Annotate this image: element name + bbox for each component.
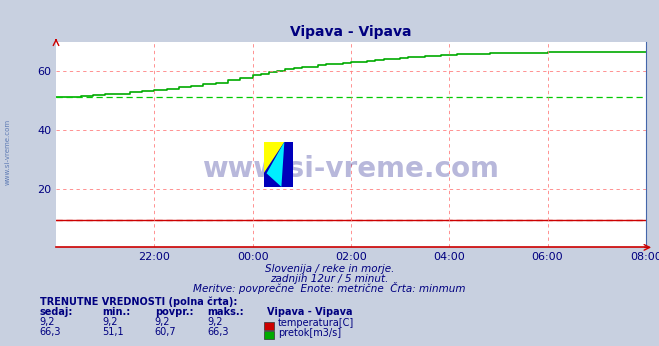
Text: 51,1: 51,1 [102, 327, 124, 337]
Text: temperatura[C]: temperatura[C] [278, 318, 355, 328]
Text: 9,2: 9,2 [155, 317, 171, 327]
Text: 66,3: 66,3 [208, 327, 229, 337]
Text: 9,2: 9,2 [102, 317, 118, 327]
Text: Vipava - Vipava: Vipava - Vipava [267, 307, 353, 317]
Text: 9,2: 9,2 [40, 317, 55, 327]
Text: 66,3: 66,3 [40, 327, 61, 337]
Text: 60,7: 60,7 [155, 327, 177, 337]
Text: min.:: min.: [102, 307, 130, 317]
Text: 9,2: 9,2 [208, 317, 223, 327]
Polygon shape [264, 142, 285, 173]
Text: TRENUTNE VREDNOSTI (polna črta):: TRENUTNE VREDNOSTI (polna črta): [40, 297, 237, 307]
Text: www.si-vreme.com: www.si-vreme.com [202, 155, 500, 183]
Text: www.si-vreme.com: www.si-vreme.com [5, 119, 11, 185]
Text: Slovenija / reke in morje.: Slovenija / reke in morje. [265, 264, 394, 274]
Title: Vipava - Vipava: Vipava - Vipava [290, 25, 412, 39]
Text: sedaj:: sedaj: [40, 307, 73, 317]
Text: Meritve: povprečne  Enote: metrične  Črta: minmum: Meritve: povprečne Enote: metrične Črta:… [193, 282, 466, 294]
Text: povpr.:: povpr.: [155, 307, 193, 317]
Text: pretok[m3/s]: pretok[m3/s] [278, 328, 341, 338]
Polygon shape [267, 142, 285, 187]
Text: zadnjih 12ur / 5 minut.: zadnjih 12ur / 5 minut. [270, 274, 389, 284]
Text: maks.:: maks.: [208, 307, 244, 317]
